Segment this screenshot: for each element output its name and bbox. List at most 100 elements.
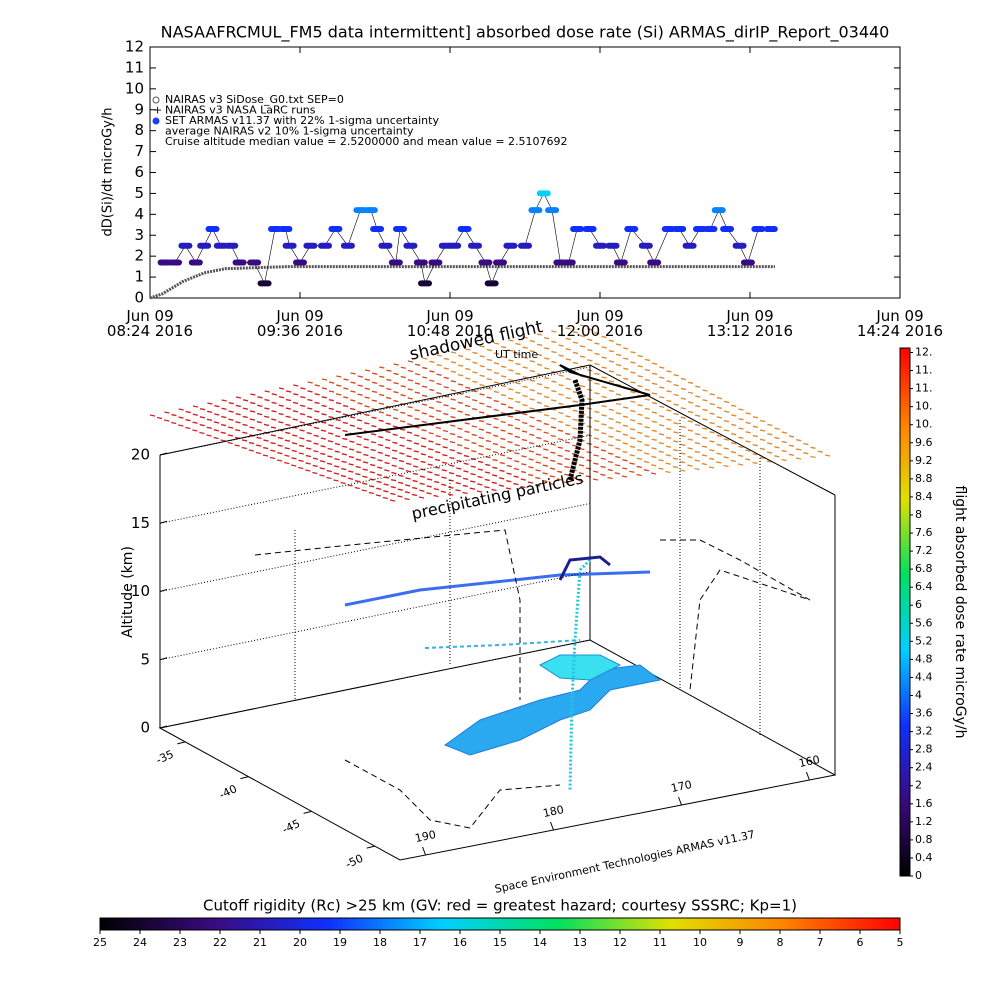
rigidity-dash [435,426,442,430]
colorbar-tick-label: 24 [133,936,147,949]
rigidity-dash [730,451,737,454]
rigidity-dash [435,418,442,421]
rigidity-dash [551,350,557,354]
rigidity-dash [348,455,355,459]
rigidity-dash [694,441,701,445]
data-point [468,242,482,249]
rigidity-dash [364,387,370,390]
rigidity-dash [449,441,456,444]
rigidity-dash [507,449,513,452]
rigidity-dash [299,412,306,416]
rigidity-dash [370,448,376,452]
rigidity-dash [328,407,334,410]
rigidity-dash [608,349,615,353]
rigidity-dash [500,403,507,406]
rigidity-dash [314,401,320,405]
rigidity-dash [347,477,354,480]
rigidity-dash [810,446,816,450]
rigidity-dash [342,404,349,408]
rigidity-dash [392,449,398,452]
rigidity-dash [448,471,455,475]
rigidity-dash [600,440,607,444]
rigidity-dash [730,442,737,445]
rigidity-dash [522,376,528,379]
rigidity-dash [608,408,614,411]
colorbar-tick-label: 0.8 [915,833,933,846]
x-tick-label: -50 [343,852,365,871]
rigidity-dash [370,433,377,436]
rigidity-dash [572,341,579,344]
rigidity-dash [673,384,679,387]
rigidity-dash [529,398,535,401]
rigidity-dash [558,354,564,357]
rigidity-dash [601,395,607,399]
rigidity-dash [479,374,485,377]
rigidity-dash [544,376,550,380]
rigidity-dash [508,388,514,391]
rigidity-dash [199,424,205,427]
data-point [484,280,499,287]
legend-note: average NAIRAS v2 10% 1-sigma uncertaint… [165,125,414,138]
rigidity-dash [716,406,723,410]
data-point [518,242,532,249]
rigidity-dash [479,384,485,387]
y-tick-label: 3 [134,226,144,244]
rigidity-dash [371,372,378,375]
rigidity-dash [314,410,320,413]
rigidity-dash [702,408,708,412]
rigidity-dash [334,450,340,453]
rigidity-dash [520,485,526,489]
colorbar-tick-label: 20 [293,936,307,949]
rigidity-dash [213,421,220,424]
colorbar-tick-label: 2 [915,779,922,792]
rigidity-dash [564,473,570,477]
rigidity-dash [400,394,406,397]
rigidity-dash [407,414,413,418]
flight-track [424,639,581,649]
rigidity-dash [485,439,492,443]
rigidity-dash [644,388,651,392]
rigidity-dash [355,473,361,476]
rigidity-dash [470,473,476,476]
rigidity-dash [379,366,385,369]
rigidity-dash [479,355,485,358]
rigidity-dash [400,411,406,415]
rigidity-dash [462,491,468,495]
rigidity-dash [350,407,356,411]
rigidity-dash [271,418,277,421]
rigidity-dash [536,419,542,422]
rigidity-dash [507,440,513,444]
rigidity-dash [513,482,519,486]
data-point [528,207,543,214]
rigidity-dash [399,452,405,455]
rigidity-dash [350,381,356,384]
rigidity-dash [536,333,543,336]
rigidity-dash [666,380,672,383]
rigidity-dash [622,442,628,445]
rigidity-dash [528,466,534,469]
rigidity-dash [529,416,535,419]
rigidity-dash [171,413,177,417]
rigidity-dash [658,442,664,445]
y-tick [550,821,554,831]
rigidity-dash [615,373,622,377]
rigidity-dash [607,460,614,464]
rigidity-dash [506,457,513,460]
rigidity-dash [665,470,671,474]
rigidity-dash [593,470,599,473]
rigidity-dash [426,478,433,481]
rigidity-dash [407,369,414,373]
rigidity-dash [514,444,520,447]
rigidity-dash [291,464,297,467]
rigidity-dash [414,409,420,412]
rigidity-dash [788,444,795,447]
colorbar-tick-label: 4 [915,688,922,701]
y-tick-label: 5 [134,184,144,202]
rigidity-dash [644,358,650,362]
rigidity-dash [665,445,672,448]
data-point [672,225,687,232]
flight-track [558,555,611,581]
colorbar-tick-label: 15 [493,936,507,949]
rigidity-dash [565,377,571,381]
rigidity-dash [673,422,679,425]
